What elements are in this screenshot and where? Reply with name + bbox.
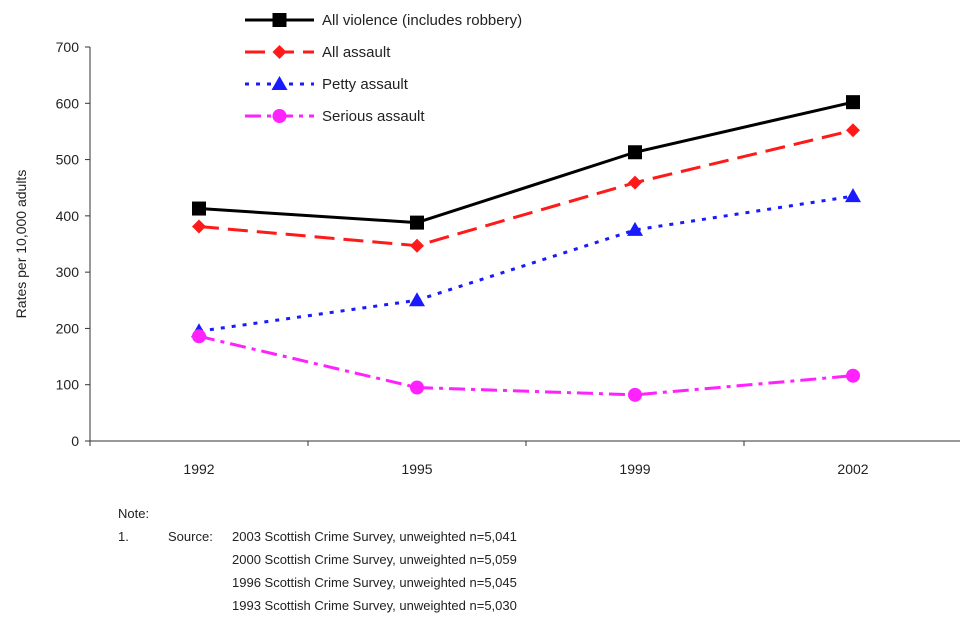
notes-heading: Note: — [118, 506, 150, 521]
y-tick-label: 300 — [56, 264, 80, 280]
note-index: 1. — [118, 529, 129, 544]
legend-marker — [271, 76, 288, 90]
series-layer — [191, 95, 861, 402]
y-tick-label: 100 — [56, 377, 80, 393]
data-point — [192, 201, 206, 216]
legend-item: Serious assault — [245, 108, 425, 125]
legend-marker — [272, 45, 287, 59]
notes-heading-row: Note: — [118, 502, 517, 525]
x-tick-label: 1995 — [401, 461, 432, 477]
y-tick-label: 600 — [56, 95, 80, 111]
data-point — [846, 368, 860, 383]
data-point — [192, 219, 206, 234]
legend-item: All assault — [245, 44, 391, 61]
y-tick-label: 700 — [56, 39, 80, 55]
axes: 0 100 200 300 400 500 600 700 1992 1995 1999 2002 — [56, 39, 960, 477]
legend-marker — [272, 13, 287, 27]
data-point — [410, 238, 424, 253]
y-tick-label: 500 — [56, 152, 80, 168]
data-point — [846, 123, 860, 138]
line-chart: Rates per 10,000 adults 0 100 200 300 400 500… — [13, 12, 960, 477]
source-row: 1. Source: 2003 Scottish Crime Survey, u… — [118, 525, 517, 548]
series-1 — [192, 123, 860, 253]
data-point — [628, 145, 642, 160]
source-row: 2000 Scottish Crime Survey, unweighted n… — [118, 548, 517, 571]
series-3 — [192, 329, 860, 402]
legend-item: Petty assault — [245, 76, 409, 93]
legend-label: All assault — [322, 44, 391, 61]
data-point — [410, 380, 424, 395]
series-line — [198, 100, 854, 225]
source-row: 1996 Scottish Crime Survey, unweighted n… — [118, 571, 517, 594]
series-2 — [191, 188, 861, 338]
legend-marker — [272, 109, 287, 123]
data-point — [846, 95, 860, 110]
legend-label: All violence (includes robbery) — [322, 12, 522, 29]
legend-label: Petty assault — [322, 76, 409, 93]
series-line — [198, 194, 854, 333]
data-point — [627, 221, 643, 236]
source-row: 1993 Scottish Crime Survey, unweighted n… — [118, 594, 517, 617]
data-point — [409, 292, 425, 307]
legend: All violence (includes robbery) All assau… — [245, 12, 522, 125]
legend-item: All violence (includes robbery) — [245, 12, 522, 29]
data-point — [628, 175, 642, 190]
legend-label: Serious assault — [322, 108, 425, 125]
data-point — [410, 215, 424, 230]
source-line: 1996 Scottish Crime Survey, unweighted n… — [232, 575, 517, 590]
notes: Note: 1. Source: 2003 Scottish Crime Sur… — [118, 502, 517, 617]
data-point — [628, 387, 642, 402]
data-point — [192, 329, 206, 344]
source-line: 2003 Scottish Crime Survey, unweighted n… — [232, 529, 517, 544]
source-label: Source: — [168, 529, 213, 544]
source-line: 1993 Scottish Crime Survey, unweighted n… — [232, 598, 517, 613]
series-line — [198, 128, 854, 248]
x-tick-label: 1992 — [183, 461, 214, 477]
y-tick-label: 400 — [56, 208, 80, 224]
y-axis-title: Rates per 10,000 adults — [13, 170, 29, 319]
y-tick-label: 200 — [56, 320, 80, 336]
data-point — [845, 188, 861, 203]
x-tick-label: 1999 — [619, 461, 650, 477]
series-0 — [192, 95, 860, 230]
series-line — [198, 334, 854, 397]
x-tick-label: 2002 — [837, 461, 868, 477]
y-tick-label: 0 — [71, 433, 79, 449]
source-line: 2000 Scottish Crime Survey, unweighted n… — [232, 552, 517, 567]
